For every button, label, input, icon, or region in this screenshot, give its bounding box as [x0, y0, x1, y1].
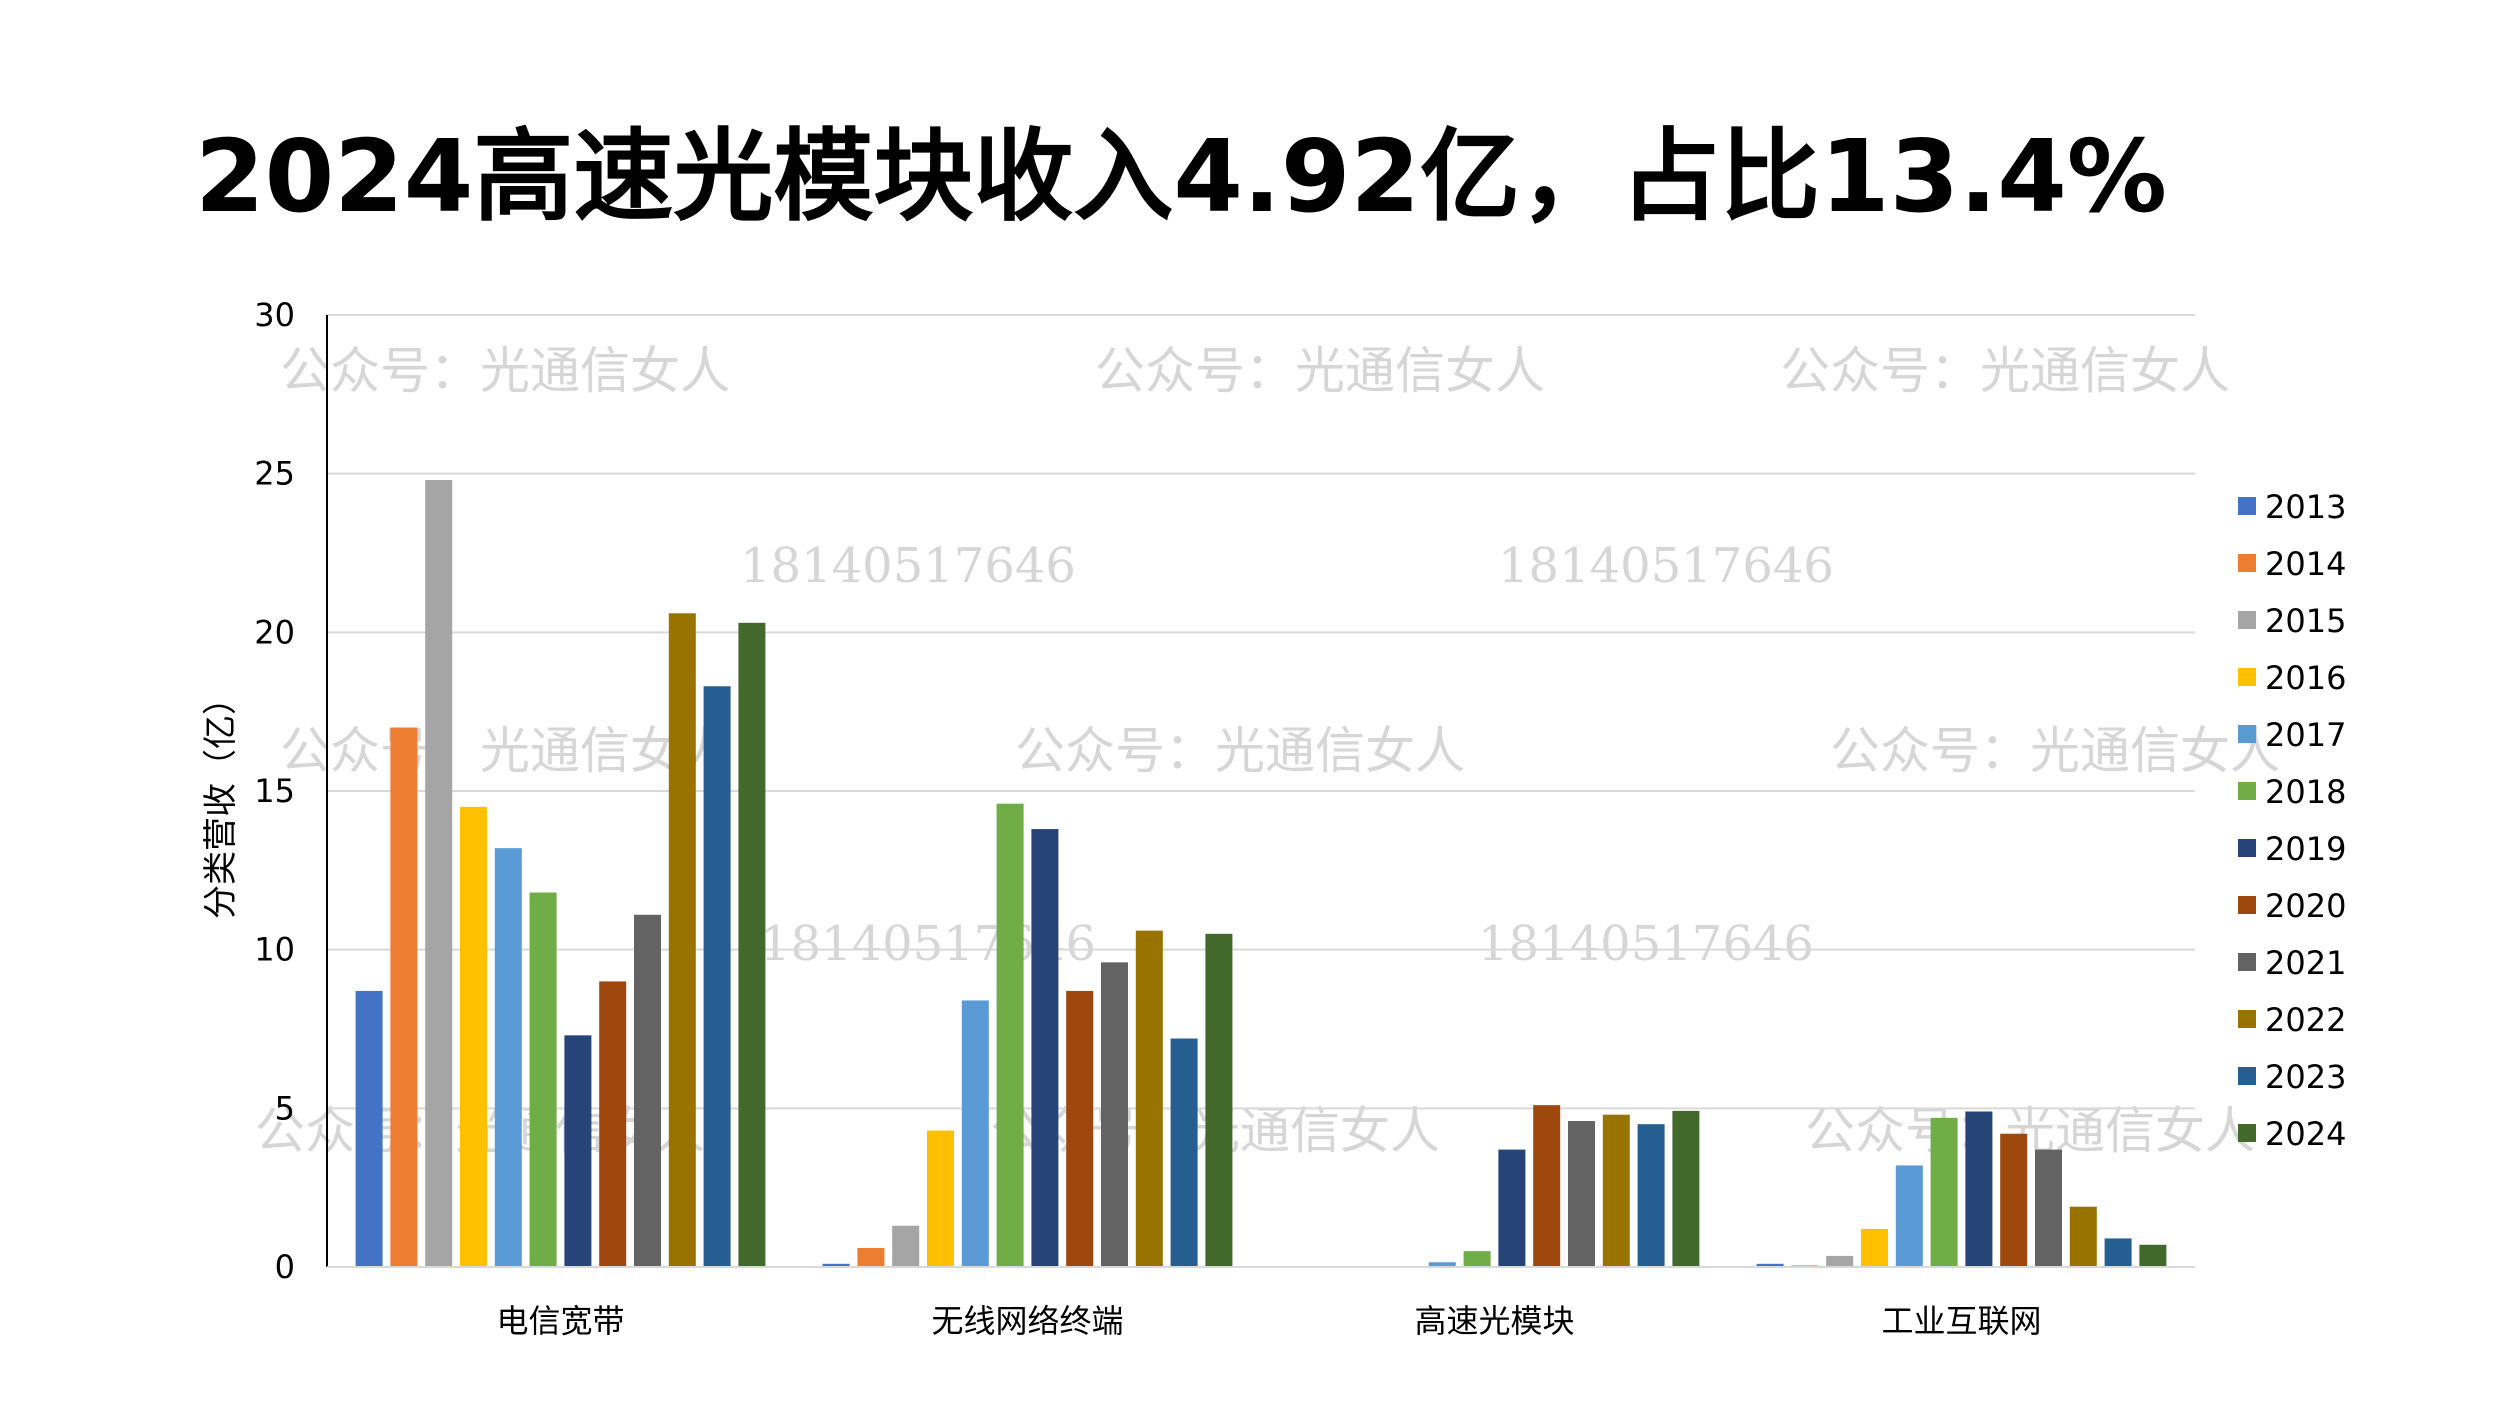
bar-2020-3 — [1533, 1105, 1561, 1267]
axes-layer — [326, 315, 2195, 1268]
bar-2022-2 — [1135, 930, 1163, 1267]
watermark-account: 公众号：光通信女人 — [1015, 722, 1465, 780]
legend-swatch — [2238, 611, 2256, 629]
bar-2014-2 — [857, 1247, 885, 1267]
legend-label: 2021 — [2265, 944, 2346, 982]
legend-label: 2022 — [2265, 1001, 2346, 1039]
bar-2019-4 — [1965, 1111, 1993, 1267]
legend-swatch — [2238, 497, 2256, 515]
bar-2020-4 — [2000, 1133, 2028, 1267]
legend-swatch — [2238, 668, 2256, 686]
bar-2021-3 — [1568, 1121, 1595, 1267]
bar-2013-1 — [355, 990, 383, 1267]
bar-2023-4 — [2104, 1238, 2132, 1267]
bar-2018-3 — [1463, 1251, 1491, 1267]
legend-swatch — [2238, 839, 2256, 857]
x-category-label: 高速光模块 — [1414, 1302, 1574, 1340]
legend-label: 2013 — [2265, 488, 2346, 526]
legend-label: 2016 — [2265, 659, 2346, 697]
bar-2013-2 — [822, 1263, 850, 1267]
legend-label: 2018 — [2265, 773, 2346, 811]
watermark-account: 公众号：光通信女人 — [280, 722, 730, 780]
y-tick-label: 10 — [254, 931, 295, 969]
bar-2020-2 — [1066, 990, 1094, 1267]
legend-label: 2024 — [2265, 1115, 2346, 1153]
bar-2018-1 — [529, 892, 557, 1267]
watermark-phone: 18140517646 — [740, 538, 1076, 594]
bar-2017-2 — [961, 1000, 989, 1267]
watermark-account: 公众号：光通信女人 — [1780, 342, 2230, 400]
legend-swatch — [2238, 953, 2256, 971]
bar-2024-1 — [738, 622, 766, 1267]
bar-2022-3 — [1602, 1114, 1630, 1267]
bar-2022-4 — [2069, 1206, 2097, 1267]
y-tick-labels: 0 5 10 15 20 25 30 — [254, 296, 295, 1286]
watermark-account: 公众号：光通信女人 — [280, 342, 730, 400]
page-title: 2024高速光模块收入4.92亿，占比13.4% — [195, 118, 2167, 235]
legend-swatch — [2238, 782, 2256, 800]
bar-2017-1 — [494, 848, 522, 1267]
x-category-label: 电信宽带 — [496, 1302, 624, 1340]
x-category-labels: 电信宽带 无线网络终端 高速光模块 工业互联网 — [496, 1302, 2041, 1340]
bar-2021-4 — [2035, 1149, 2062, 1267]
watermark-account: 公众号：光通信女人 — [1095, 342, 1545, 400]
legend-label: 2017 — [2265, 716, 2346, 754]
legend-swatch — [2238, 1067, 2256, 1085]
y-axis-label: 分类营收（亿） — [201, 681, 241, 919]
bar-2016-4 — [1861, 1228, 1888, 1267]
bar-2022-1 — [668, 613, 696, 1267]
legend-label: 2014 — [2265, 545, 2346, 583]
legend: 2013 2014 2015 2016 2017 2018 2019 2020 2021 2022… — [2238, 488, 2346, 1153]
watermark-account: 公众号：光通信女人 — [1830, 722, 2280, 780]
bar-2017-4 — [1895, 1165, 1923, 1267]
bar-2019-1 — [564, 1035, 592, 1267]
legend-label: 2019 — [2265, 830, 2346, 868]
bar-2018-4 — [1930, 1117, 1958, 1267]
bar-2023-3 — [1637, 1124, 1665, 1267]
x-category-label: 工业互联网 — [1881, 1302, 2041, 1340]
legend-swatch — [2238, 554, 2256, 572]
y-tick-label: 30 — [254, 296, 295, 334]
bar-2023-2 — [1170, 1038, 1198, 1267]
y-tick-label: 20 — [254, 613, 295, 651]
legend-swatch — [2238, 1010, 2256, 1028]
bar-2016-1 — [460, 806, 487, 1267]
bar-2020-1 — [599, 981, 627, 1267]
watermark-account: 公众号：光通信女人 — [1805, 1102, 2255, 1160]
y-tick-label: 5 — [275, 1089, 295, 1127]
bar-2023-1 — [703, 686, 731, 1267]
y-tick-label: 25 — [254, 455, 295, 493]
watermark-phone: 18140517646 — [1498, 538, 1834, 594]
bar-2019-3 — [1498, 1149, 1526, 1267]
bar-2024-3 — [1672, 1110, 1700, 1267]
legend-swatch — [2238, 725, 2256, 743]
bar-2024-2 — [1205, 933, 1233, 1267]
bar-2015-2 — [892, 1225, 920, 1267]
legend-label: 2015 — [2265, 602, 2346, 640]
legend-label: 2023 — [2265, 1058, 2346, 1096]
y-tick-label: 0 — [275, 1248, 295, 1286]
bar-2015-1 — [425, 480, 453, 1268]
x-category-label: 无线网络终端 — [931, 1302, 1123, 1340]
bar-2018-2 — [996, 803, 1024, 1267]
bar-2016-2 — [927, 1130, 954, 1267]
y-tick-label: 15 — [254, 772, 295, 810]
bar-2021-2 — [1101, 962, 1128, 1267]
bar-2014-1 — [390, 727, 418, 1267]
legend-label: 2020 — [2265, 887, 2346, 925]
bar-2019-2 — [1031, 829, 1059, 1267]
bar-2013-4 — [1756, 1263, 1784, 1267]
bars-layer — [355, 480, 2167, 1268]
watermark-phone: 18140517646 — [1478, 916, 1814, 972]
legend-swatch — [2238, 896, 2256, 914]
bar-2015-4 — [1826, 1255, 1854, 1267]
legend-swatch — [2238, 1124, 2256, 1142]
bar-2021-1 — [634, 914, 661, 1267]
bar-2024-4 — [2139, 1244, 2167, 1267]
bar-2017-3 — [1428, 1262, 1456, 1267]
